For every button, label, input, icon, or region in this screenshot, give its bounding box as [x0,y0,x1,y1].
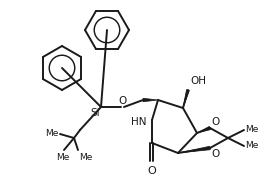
Polygon shape [183,90,189,108]
Text: O: O [119,96,127,106]
Text: O: O [211,149,219,159]
Text: O: O [211,117,219,127]
Text: Me: Me [79,153,92,162]
Text: Me: Me [45,129,58,138]
Text: Me: Me [245,141,258,150]
Text: Si: Si [90,108,100,118]
Polygon shape [143,98,158,102]
Text: HN: HN [131,117,147,127]
Polygon shape [197,126,211,133]
Text: O: O [148,166,156,176]
Polygon shape [178,146,210,153]
Text: Me: Me [56,153,70,162]
Text: Me: Me [245,125,258,134]
Text: OH: OH [190,76,206,86]
